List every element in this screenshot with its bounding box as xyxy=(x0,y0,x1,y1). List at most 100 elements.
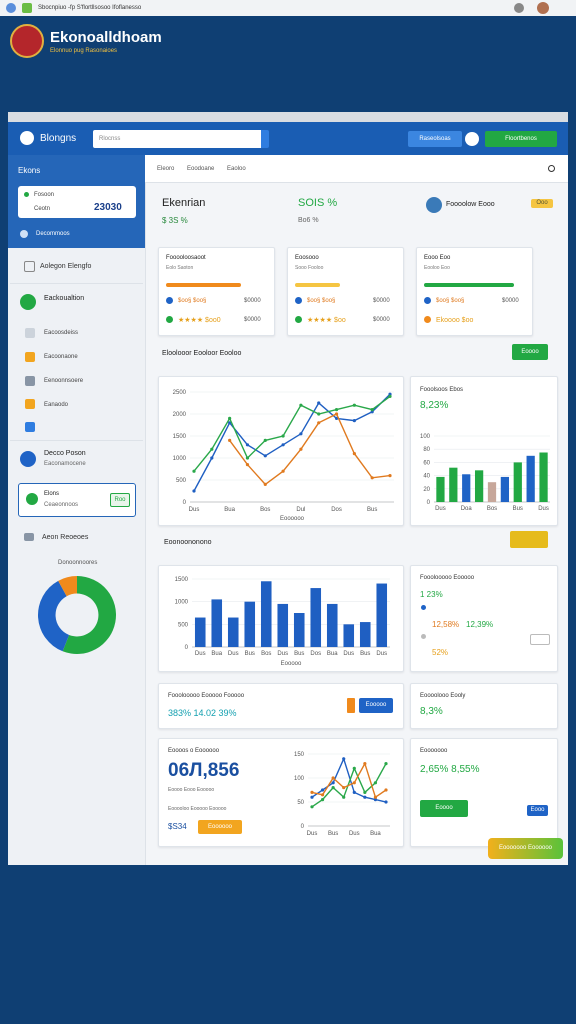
browser-icon[interactable] xyxy=(514,3,524,13)
box-button[interactable]: Roo xyxy=(110,493,130,507)
x-tick-label: Bus xyxy=(294,651,304,657)
menu-item[interactable]: Eacoosdeiss xyxy=(44,330,79,336)
y-tick-label: 1500 xyxy=(175,577,189,583)
breadcrumb[interactable]: Eoodoane xyxy=(187,166,215,172)
point xyxy=(299,432,303,436)
donut-slice xyxy=(62,576,116,654)
point xyxy=(384,800,388,804)
small-button[interactable] xyxy=(530,634,550,645)
icon xyxy=(25,352,35,362)
point xyxy=(352,781,356,785)
menu-group[interactable]: Eackoualtion xyxy=(44,295,85,302)
bar xyxy=(474,470,484,502)
x-tick-label: Bos xyxy=(487,506,497,512)
donut-slice xyxy=(58,576,77,597)
float-button[interactable]: Eooooooo Eoooooo xyxy=(488,838,563,859)
panel-title: Eoooos o Eoooooo xyxy=(168,748,220,754)
menu-item[interactable]: Eacoonaone xyxy=(44,354,78,360)
breadcrumb[interactable]: Eaoloo xyxy=(227,166,246,172)
panel-button[interactable]: Eooooo xyxy=(359,698,393,713)
menu-group[interactable]: Aolegon Elengfo xyxy=(40,263,92,270)
box-title: Elons xyxy=(44,491,60,497)
point xyxy=(331,781,335,785)
bar xyxy=(227,617,239,647)
card-row: $oo§ $oo§ xyxy=(178,298,207,304)
panel-value: 383% 14.02 39% xyxy=(168,708,237,718)
app-header xyxy=(8,122,568,155)
user-avatar[interactable] xyxy=(426,197,442,213)
point xyxy=(352,790,356,794)
point xyxy=(370,476,374,480)
progress xyxy=(295,283,340,287)
card-title: Eooo Eoo xyxy=(424,255,451,261)
x-tick-label: Dul xyxy=(296,507,305,513)
card[interactable] xyxy=(158,247,275,336)
menu-item[interactable]: Eenoonnsoere xyxy=(44,378,84,384)
point xyxy=(245,456,250,460)
dot xyxy=(424,297,431,304)
breadcrumb[interactable]: Eleoro xyxy=(157,166,175,172)
summary-sub: $ 3S % xyxy=(162,216,188,225)
tag: Ooo xyxy=(531,199,553,208)
point xyxy=(352,419,356,423)
bar xyxy=(436,476,445,502)
card-sub: Sooo Fooloo xyxy=(295,265,324,271)
point xyxy=(263,438,267,442)
search-placeholder: Rlocnss xyxy=(99,136,121,142)
bar xyxy=(449,467,458,502)
card[interactable] xyxy=(416,247,533,336)
x-tick-label: Dus xyxy=(538,506,549,512)
search-icon[interactable] xyxy=(548,165,555,172)
big-number: 06Л,856 xyxy=(168,760,240,781)
point xyxy=(334,408,339,412)
card[interactable] xyxy=(287,247,404,336)
search-box[interactable] xyxy=(93,130,269,148)
bar xyxy=(211,599,223,647)
x-tick-label: Dus xyxy=(228,651,239,657)
panel xyxy=(158,376,404,526)
header-button[interactable]: Floortbenos xyxy=(485,131,557,147)
sidebar-link[interactable]: Decommoos xyxy=(36,231,70,237)
point xyxy=(388,474,392,478)
x-tick-label: Dos xyxy=(310,651,321,657)
point xyxy=(299,403,303,407)
panel-title: Fooolsoos Ebos xyxy=(420,387,464,393)
panel-title: Eoooolooo Eooly xyxy=(420,693,466,699)
menu-group[interactable]: Aeon Reoeoes xyxy=(42,534,89,541)
dot xyxy=(424,316,431,323)
x-tick-label: Dus xyxy=(343,651,354,657)
sidebar-title: Ekons xyxy=(18,166,41,175)
small-button[interactable]: Eooo xyxy=(527,805,548,816)
x-tick-label: Dus xyxy=(189,507,200,513)
panel-sub: Eooooloo Eooooo Eooooo xyxy=(168,806,227,812)
card-value: 23030 xyxy=(94,202,122,213)
y-tick-label: 20 xyxy=(423,487,430,493)
section-button[interactable]: Eoooo xyxy=(512,344,548,360)
browser-tab[interactable]: Sbocnpiuo -fp S'flortllsosoo Ifoflanesso xyxy=(38,5,142,11)
menu-group[interactable]: Decco Poson xyxy=(44,450,86,457)
section-button[interactable] xyxy=(510,531,548,548)
browser-bar xyxy=(0,0,576,16)
x-tick-label: Dus xyxy=(195,651,206,657)
section-title: Eloolooor Eooloor Eooloo xyxy=(162,350,242,357)
browser-icon xyxy=(6,3,16,13)
header-icon[interactable] xyxy=(465,132,479,146)
line-series xyxy=(311,763,387,808)
icon xyxy=(24,261,35,272)
icon xyxy=(25,376,35,386)
sidebar-card[interactable] xyxy=(18,186,136,218)
panel-button[interactable]: Eoooooo xyxy=(198,820,242,834)
menu-item[interactable]: Eanaodo xyxy=(44,402,69,408)
panel-button[interactable]: Eoooo xyxy=(420,800,468,817)
browser-icon xyxy=(22,3,32,13)
x-tick-label: Bua xyxy=(327,651,338,657)
bar xyxy=(326,603,338,647)
y-tick-label: 0 xyxy=(427,500,431,506)
avatar[interactable] xyxy=(537,2,549,14)
card-row-value: $0000 xyxy=(244,317,261,323)
point xyxy=(228,416,232,420)
header-button[interactable]: Raseolsoas xyxy=(408,131,462,147)
x-tick-label: Bus xyxy=(360,651,370,657)
bar xyxy=(343,624,355,647)
x-tick-label: Bua xyxy=(370,831,381,837)
